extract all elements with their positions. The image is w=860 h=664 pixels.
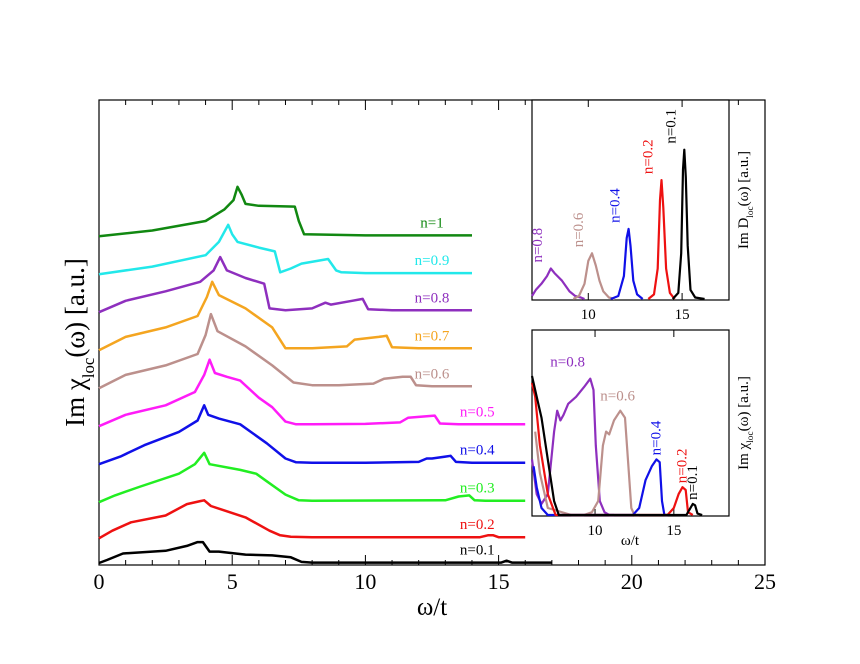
series-label-n=0.4: n=0.4 — [460, 443, 495, 459]
x-tick-label: 10 — [588, 523, 603, 539]
series-label-n=0.1: n=0.1 — [460, 543, 495, 559]
series-label-n=0.6: n=0.6 — [415, 366, 450, 382]
series-line-n=0.2 — [98, 499, 526, 540]
inset-bottom-label-n=0.8: n=0.8 — [550, 355, 585, 371]
inset-top-series-n=0.1 — [671, 148, 705, 301]
inset-bottom-series-n=0.8 — [530, 377, 614, 517]
series-label-n=0.7: n=0.7 — [415, 328, 450, 344]
inset-bottom-x-axis-label: ω/t — [621, 533, 640, 549]
main-x-axis-label: ω/t — [417, 594, 447, 621]
series-line-n=0.6 — [98, 312, 472, 390]
series-line-n=0.3 — [98, 451, 526, 504]
inset-top-frame — [531, 99, 730, 301]
inset-top-series-n=0.2 — [647, 179, 676, 300]
inset-bottom-y-axis-label: Im χloc(ω) [a.u.] — [736, 376, 756, 470]
x-tick-label: 10 — [354, 569, 376, 594]
series-line-n=0.9 — [98, 223, 472, 276]
main-y-axis-label: Im χloc(ω) [a.u.] — [60, 258, 98, 427]
x-tick-label: 20 — [621, 569, 643, 594]
inset-top-label-n=0.1: n=0.1 — [663, 109, 679, 144]
series-line-n=0.1 — [98, 540, 552, 565]
x-tick-label: 25 — [754, 569, 776, 594]
inset-top-series-n=0.4 — [610, 227, 644, 301]
x-tick-label: 10 — [581, 307, 596, 323]
inset-top-label-n=0.8: n=0.8 — [530, 228, 546, 263]
x-tick-label: 15 — [666, 523, 681, 539]
series-line-n=0.7 — [98, 280, 472, 352]
series-line-n=0.5 — [98, 358, 526, 428]
main-plot-frame — [98, 99, 766, 566]
x-tick-label: 15 — [675, 307, 690, 323]
series-line-n=1 — [98, 185, 472, 238]
inset-top-y-axis-label: Im Dloc(ω) [a.u.] — [736, 151, 756, 249]
series-label-n=0.9: n=0.9 — [415, 253, 450, 269]
inset-bottom-label-n=0.6: n=0.6 — [600, 389, 635, 405]
main-panel: 0 5 10 15 20 25 ω/t Im χloc(ω) [a.u.] n=1 n=0.9 n=… — [60, 99, 776, 621]
series-label-n=0.3: n=0.3 — [460, 481, 495, 497]
x-tick-label: 5 — [227, 569, 238, 594]
inset-top-series-n=0.6 — [572, 252, 615, 301]
inset-bottom-series-n=0.6 — [534, 409, 640, 517]
series-line-n=0.4 — [98, 404, 526, 466]
inset-bottom-series-n=0.4 — [532, 458, 668, 517]
inset-bottom-label-n=0.1: n=0.1 — [685, 465, 701, 500]
inset-top-label-n=0.6: n=0.6 — [571, 212, 587, 247]
inset-bottom-label-n=0.2: n=0.2 — [675, 448, 691, 483]
inset-top-label-n=0.2: n=0.2 — [640, 139, 656, 174]
inset-bottom-series-n=0.1 — [530, 375, 703, 517]
inset-bottom-label-n=0.4: n=0.4 — [649, 420, 665, 455]
inset-top-panel: 10 15 Im Dloc(ω) [a.u.] n=0.8 n=0.6 n=0.4 n=0.… — [530, 99, 756, 323]
inset-bottom-series-n=0.2 — [530, 382, 694, 517]
series-label-n=0.2: n=0.2 — [460, 517, 495, 533]
x-tick-label: 0 — [94, 569, 105, 594]
series-label-n=0.5: n=0.5 — [460, 404, 495, 420]
inset-bottom-panel: 10 15 ω/t Im χloc(ω) [a.u.] n=0.8 n=0.6 n=0.4 n… — [530, 329, 756, 549]
series-label-n=0.8: n=0.8 — [415, 290, 450, 306]
series-line-n=0.8 — [98, 255, 472, 314]
series-label-n=1: n=1 — [420, 215, 443, 231]
x-tick-label: 15 — [488, 569, 510, 594]
inset-top-label-n=0.4: n=0.4 — [608, 188, 624, 223]
